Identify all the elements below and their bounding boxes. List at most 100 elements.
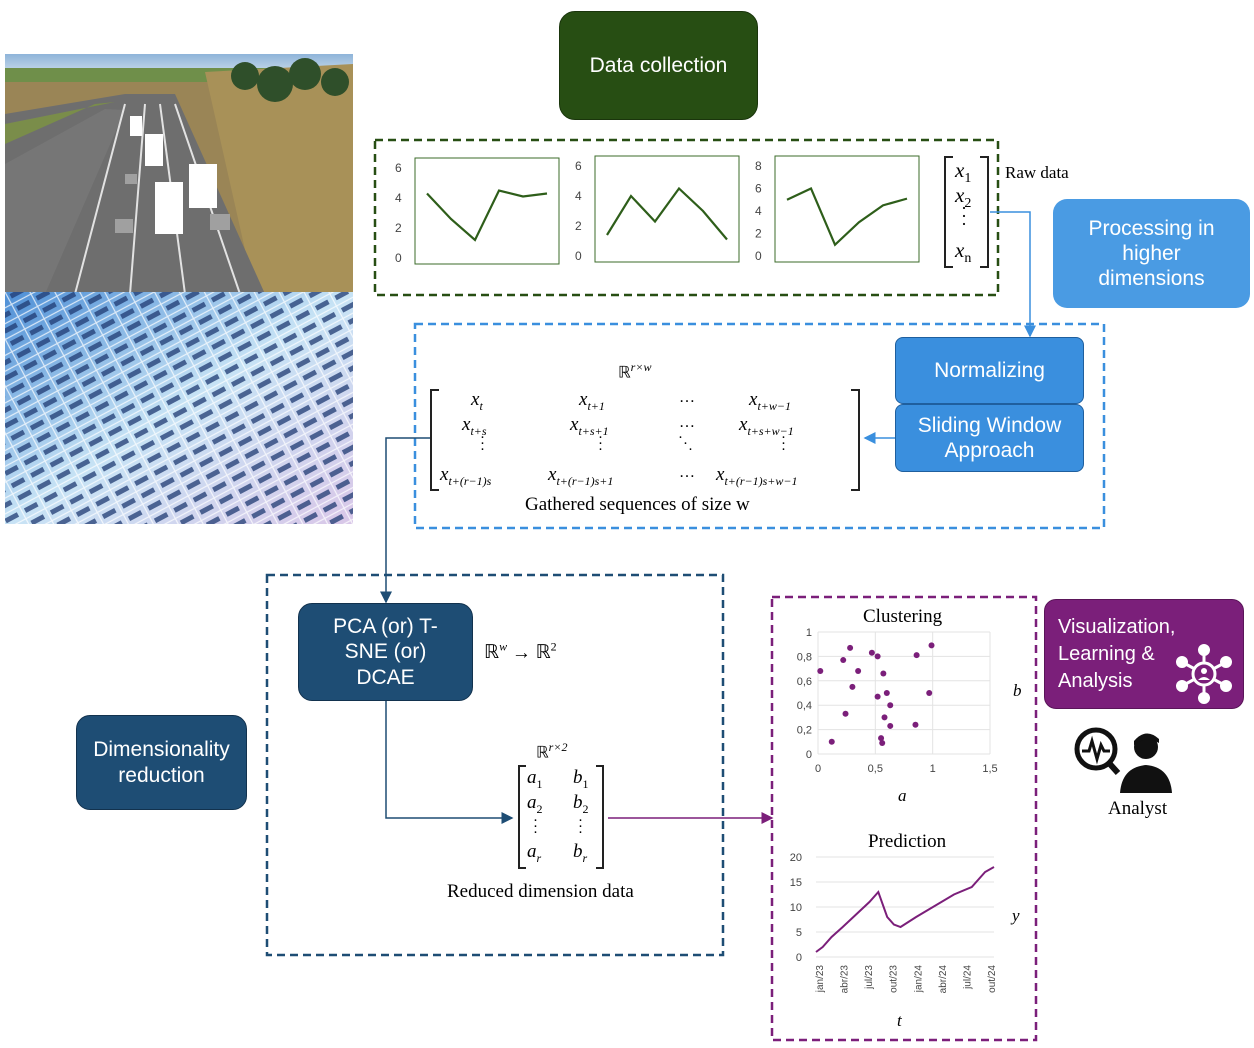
map-label: ℝw → ℝ2 bbox=[484, 640, 557, 664]
mini-plot-frame bbox=[414, 157, 560, 265]
scatter-point bbox=[855, 668, 862, 675]
analyst-label: Analyst bbox=[1108, 798, 1168, 819]
prediction-ytick-label: 20 bbox=[790, 852, 802, 864]
space-rw-label: ℝr×w bbox=[618, 360, 652, 382]
space-r2-label: ℝr×2 bbox=[536, 740, 568, 762]
prediction-xlabel: t bbox=[897, 1011, 902, 1030]
clustering-ylabel: b bbox=[1013, 681, 1022, 700]
mini-series-line bbox=[606, 186, 728, 241]
prediction-chart: 20 15 10 5 0 jan/23 abr/23 jul/23 out/23 jan/24 ab… bbox=[790, 852, 998, 994]
prediction-ytick-label: 10 bbox=[790, 902, 802, 914]
raw-series-chart-2: 6 4 2 0 bbox=[575, 155, 740, 263]
visualization-box: Visualization, Learning & Analysis bbox=[1044, 599, 1244, 709]
prediction-xtick-label: out/23 bbox=[889, 965, 900, 993]
reduced-matrix: a1 b1 a2 b2 · · · · · · ar br bbox=[518, 765, 604, 869]
spreadsheet-photo bbox=[5, 292, 353, 524]
mini-tick-label: 8 bbox=[755, 159, 762, 173]
prediction-xtick-label: jan/24 bbox=[913, 965, 924, 994]
scatter-point bbox=[847, 644, 854, 651]
scatter-ytick-label: 0,4 bbox=[797, 700, 812, 712]
clustering-xlabel: a bbox=[898, 786, 907, 805]
prediction-xtick-label: jan/23 bbox=[815, 965, 826, 994]
scatter-ytick-label: 0,2 bbox=[797, 725, 812, 737]
prediction-ytick-label: 5 bbox=[796, 927, 802, 939]
mini-tick-label: 6 bbox=[755, 182, 762, 196]
scatter-point bbox=[842, 710, 849, 717]
scatter-xtick-label: 0,5 bbox=[868, 763, 883, 775]
scatter-point bbox=[828, 738, 835, 745]
scatter-ytick-label: 0,6 bbox=[797, 676, 812, 688]
sequence-matrix: xt xt+1 … xt+w−1 xt+s xt+s+1 … xt+s+w−1 … bbox=[430, 389, 860, 491]
scatter-point bbox=[887, 702, 894, 709]
raw-vector: x1 x2 · · · xn bbox=[944, 156, 989, 268]
prediction-ytick-label: 15 bbox=[790, 877, 802, 889]
scatter-point bbox=[879, 740, 886, 747]
pca-box: PCA (or) T-SNE (or) DCAE bbox=[298, 603, 473, 701]
dimred-container bbox=[265, 573, 725, 957]
mini-tick-label: 2 bbox=[755, 227, 762, 241]
clustering-chart: 1 0,8 0,6 0,4 0,2 00 0,5 1 1,5 bbox=[797, 627, 998, 775]
mini-tick-label: 2 bbox=[395, 221, 402, 235]
raw-series-chart-3: 8 6 4 2 0 bbox=[755, 155, 920, 263]
prediction-ytick-label: 0 bbox=[796, 952, 802, 964]
raw-series-chart-1: 6 4 2 0 bbox=[395, 157, 560, 265]
dimensionality-box: Dimensionality reduction bbox=[76, 715, 247, 810]
scatter-point bbox=[883, 690, 890, 696]
scatter-ytick-label: 0 bbox=[806, 749, 812, 761]
prediction-xtick-label: jul/24 bbox=[962, 965, 973, 990]
scatter-point bbox=[874, 693, 881, 700]
mini-tick-label: 2 bbox=[575, 219, 582, 233]
prediction-line bbox=[815, 866, 995, 953]
prediction-xtick-label: abr/24 bbox=[938, 965, 949, 994]
scatter-point bbox=[849, 683, 856, 690]
data-collection-box: Data collection bbox=[559, 11, 758, 120]
scatter-point bbox=[817, 668, 824, 675]
scatter-point bbox=[913, 652, 920, 659]
scatter-xtick-label: 0 bbox=[815, 763, 821, 775]
mini-plot-frame bbox=[594, 155, 740, 263]
gathered-label: Gathered sequences of size w bbox=[525, 494, 750, 515]
analyst-icon bbox=[1074, 727, 1172, 793]
mini-tick-label: 4 bbox=[395, 191, 402, 205]
mini-tick-label: 6 bbox=[395, 161, 402, 175]
viz-container bbox=[770, 595, 1038, 1042]
scatter-ytick-label: 1 bbox=[806, 627, 812, 639]
highway-photo bbox=[5, 54, 353, 294]
scatter-point bbox=[881, 714, 888, 721]
scatter-point bbox=[868, 649, 875, 656]
scatter-xtick-label: 1 bbox=[930, 763, 936, 775]
reduced-label: Reduced dimension data bbox=[447, 881, 634, 902]
prediction-ylabel: y bbox=[1012, 906, 1020, 925]
scatter-point bbox=[840, 657, 847, 664]
mini-tick-label: 0 bbox=[755, 249, 762, 263]
processing-box: Processing in higher dimensions bbox=[1053, 199, 1250, 308]
raw-data-label: Raw data bbox=[1005, 163, 1069, 182]
normalizing-box: Normalizing bbox=[895, 337, 1084, 404]
mini-tick-label: 4 bbox=[575, 189, 582, 203]
scatter-point bbox=[880, 670, 887, 677]
scatter-point bbox=[926, 690, 933, 696]
mini-tick-label: 0 bbox=[395, 251, 402, 265]
scatter-ytick-label: 0,8 bbox=[797, 651, 812, 663]
scatter-xtick-label: 1,5 bbox=[982, 763, 997, 775]
prediction-title: Prediction bbox=[868, 831, 947, 852]
scatter-point bbox=[878, 735, 885, 742]
scatter-point bbox=[874, 653, 881, 660]
prediction-xtick-label: abr/23 bbox=[840, 965, 851, 994]
sliding-window-box: Sliding Window Approach bbox=[895, 404, 1084, 472]
prediction-xtick-label: out/24 bbox=[987, 965, 998, 993]
mini-tick-label: 6 bbox=[575, 159, 582, 173]
mini-series-line bbox=[786, 187, 908, 247]
scatter-point bbox=[887, 722, 894, 729]
scatter-point bbox=[928, 642, 935, 649]
mini-plot-frame bbox=[774, 155, 920, 263]
mini-series-line bbox=[426, 189, 548, 242]
prediction-xtick-label: jul/23 bbox=[864, 965, 875, 990]
network-icon bbox=[1176, 644, 1232, 704]
processing-container bbox=[413, 322, 1106, 530]
mini-tick-label: 0 bbox=[575, 249, 582, 263]
mini-tick-label: 4 bbox=[755, 204, 762, 218]
clustering-title: Clustering bbox=[863, 606, 943, 627]
visualization-label: Visualization, Learning & Analysis bbox=[1058, 615, 1176, 692]
